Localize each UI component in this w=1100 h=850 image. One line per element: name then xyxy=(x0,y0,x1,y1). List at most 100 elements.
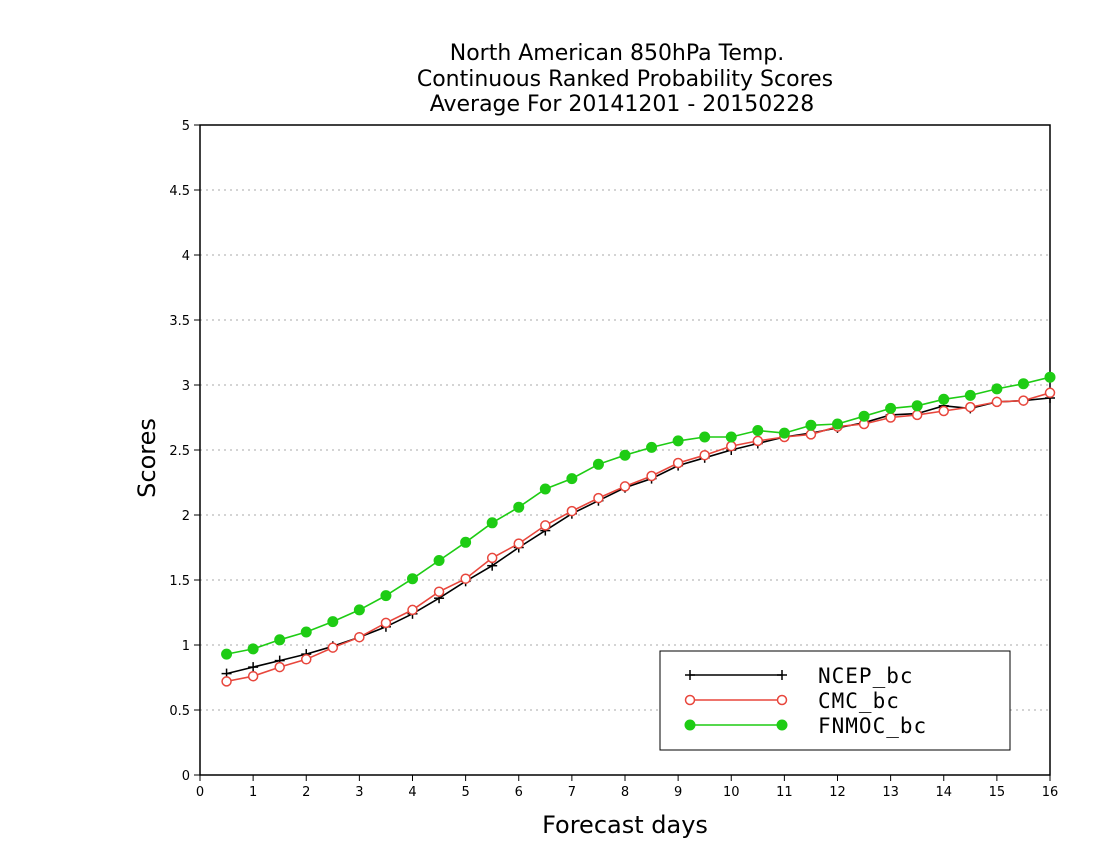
data-point xyxy=(433,555,445,566)
series-CMC_bc xyxy=(221,387,1056,687)
data-point xyxy=(1044,371,1056,383)
data-point xyxy=(725,431,737,443)
x-tick-label: 11 xyxy=(776,785,793,800)
series-line xyxy=(226,392,1051,683)
legend-entry: NCEP_bc xyxy=(685,664,914,688)
data-point xyxy=(699,431,711,443)
data-point xyxy=(885,402,897,414)
x-tick-label: 15 xyxy=(989,785,1006,800)
x-tick-label: 5 xyxy=(461,785,469,800)
x-tick-label: 14 xyxy=(935,785,952,800)
data-point xyxy=(672,457,684,469)
data-point xyxy=(832,418,843,430)
data-point xyxy=(778,427,790,439)
x-tick-label: 2 xyxy=(302,785,310,800)
legend-label: NCEP_bc xyxy=(818,664,914,688)
x-tick-label: 12 xyxy=(829,785,846,800)
data-point xyxy=(592,458,604,470)
x-tick-label: 0 xyxy=(196,785,204,800)
series-layer xyxy=(221,371,1056,687)
data-point xyxy=(593,492,604,504)
legend-marker-start xyxy=(684,719,696,731)
x-tick-label: 6 xyxy=(515,785,523,800)
data-point xyxy=(938,405,949,417)
chart-title: North American 850hPa Temp. Continuous R… xyxy=(417,41,833,117)
y-tick-label: 1 xyxy=(182,639,190,654)
data-point xyxy=(407,604,418,616)
legend-marker-start xyxy=(685,670,695,680)
data-point xyxy=(380,617,392,629)
series-line xyxy=(226,376,1051,655)
data-point xyxy=(991,383,1003,395)
y-tick-label: 0.5 xyxy=(169,704,190,719)
data-point xyxy=(327,642,339,653)
title-line-1: North American 850hPa Temp. xyxy=(450,41,785,66)
series-NCEP_bc xyxy=(221,393,1055,679)
data-point xyxy=(327,616,339,628)
data-point xyxy=(619,481,631,492)
data-point xyxy=(247,643,259,655)
data-point xyxy=(247,670,259,682)
x-tick-label: 4 xyxy=(408,785,416,800)
x-tick-label: 16 xyxy=(1042,785,1059,800)
y-tick-label: 5 xyxy=(182,119,190,134)
data-point xyxy=(460,536,472,548)
data-point xyxy=(486,517,498,529)
data-point xyxy=(805,429,817,440)
data-point xyxy=(221,676,232,687)
y-tick-label: 2.5 xyxy=(169,444,190,459)
data-point xyxy=(513,501,525,513)
data-point xyxy=(1044,387,1056,399)
data-point xyxy=(752,425,764,436)
data-point xyxy=(699,449,710,461)
data-point xyxy=(752,435,764,447)
x-axis-ticks: 0 1 2 3 4 5 6 7 8 9 10 11 12 13 14 15 16 xyxy=(196,775,1058,800)
data-point xyxy=(805,419,817,431)
y-tick-label: 2 xyxy=(182,509,190,524)
data-point xyxy=(911,400,923,412)
x-tick-label: 8 xyxy=(621,785,629,800)
data-point xyxy=(911,409,923,421)
legend-label: CMC_bc xyxy=(818,689,900,713)
data-point xyxy=(964,389,976,401)
y-tick-label: 3.5 xyxy=(169,314,190,329)
data-point xyxy=(646,441,658,453)
data-point xyxy=(486,552,498,564)
data-point xyxy=(221,648,233,660)
data-point xyxy=(274,661,285,673)
x-tick-label: 9 xyxy=(674,785,682,800)
x-tick-label: 7 xyxy=(568,785,576,800)
data-point xyxy=(566,505,578,517)
data-point xyxy=(460,573,471,584)
data-point xyxy=(726,440,737,452)
data-point xyxy=(1018,395,1029,406)
data-point xyxy=(274,634,286,646)
y-tick-label: 0 xyxy=(182,769,190,784)
data-point xyxy=(858,410,870,422)
data-point xyxy=(938,393,950,405)
series-line xyxy=(226,397,1051,675)
y-axis-label: Scores xyxy=(133,418,161,498)
title-line-2: Continuous Ranked Probability Scores xyxy=(417,67,833,92)
y-axis-ticks: 0 0.5 1 1.5 2 2.5 3 3.5 4 4.5 5 xyxy=(169,119,200,784)
legend-marker-start xyxy=(684,694,696,706)
x-tick-label: 10 xyxy=(723,785,740,800)
y-tick-label: 1.5 xyxy=(169,574,190,589)
data-point xyxy=(539,483,551,495)
data-point xyxy=(540,520,551,531)
x-tick-label: 13 xyxy=(882,785,899,800)
data-point xyxy=(1017,378,1029,390)
y-tick-label: 3 xyxy=(182,379,190,394)
data-point xyxy=(965,401,976,413)
legend-marker-end xyxy=(776,694,788,706)
data-point xyxy=(619,449,631,461)
x-axis-label: Forecast days xyxy=(542,811,708,839)
data-point xyxy=(646,470,657,482)
data-point xyxy=(991,396,1003,408)
data-point xyxy=(433,586,445,597)
y-tick-label: 4 xyxy=(182,249,190,264)
data-point xyxy=(353,604,365,616)
legend-marker-end xyxy=(777,670,787,680)
data-point xyxy=(407,573,418,585)
